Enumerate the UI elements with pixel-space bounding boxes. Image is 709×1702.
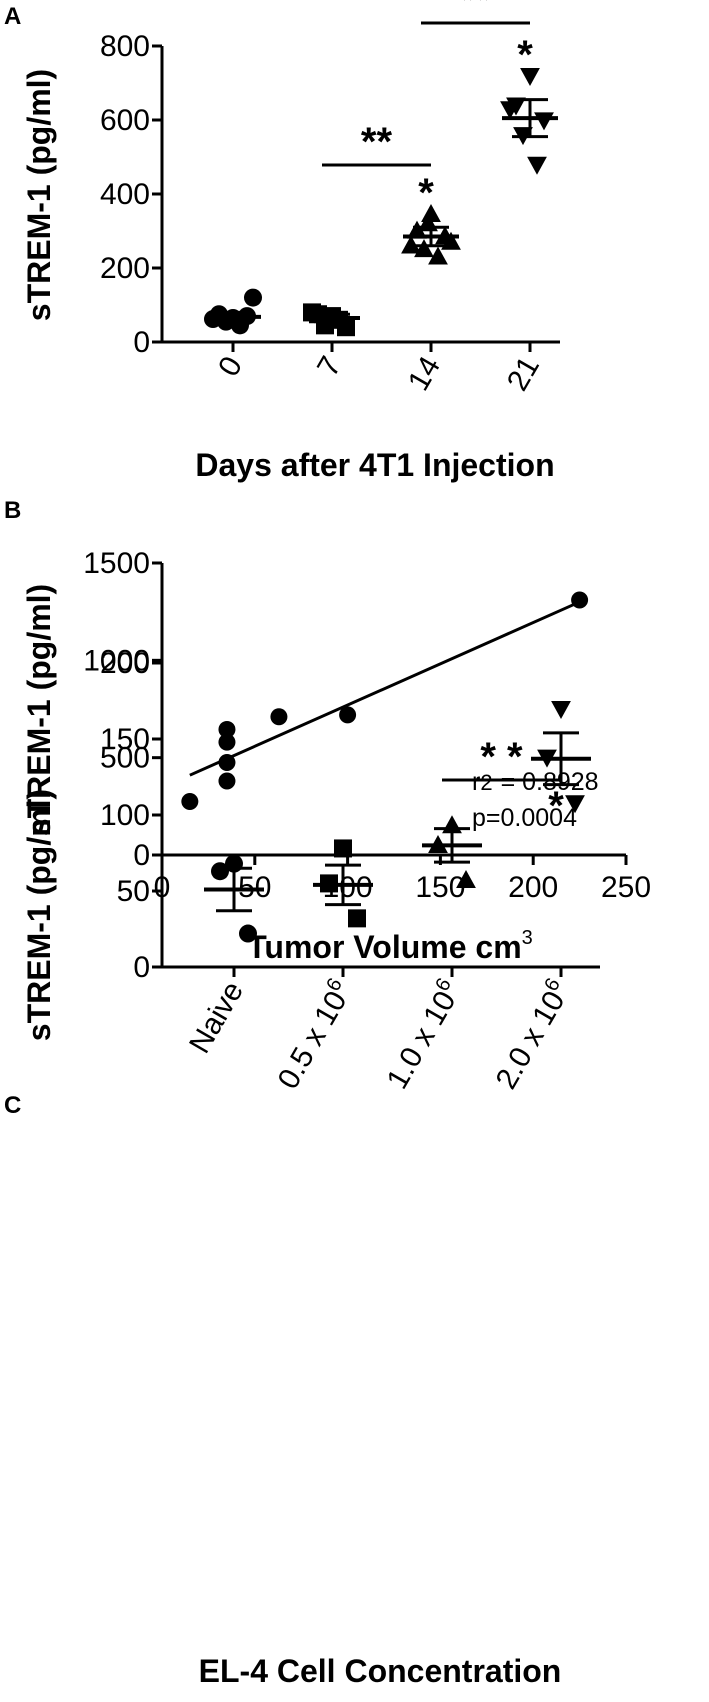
data-point [527, 156, 547, 175]
panel-letter: C [4, 1092, 21, 1119]
x-tick-superscript: 6 [431, 975, 456, 996]
star-label: * [418, 171, 434, 215]
y-tick-label: 0 [133, 951, 150, 984]
x-tick-superscript: 6 [322, 975, 347, 996]
star-label: * [517, 33, 533, 77]
x-tick-label: 2.0 x 106 [487, 975, 577, 1095]
x-tick-label: 200 [508, 871, 558, 904]
data-point [551, 700, 571, 719]
x-axis-title: EL-4 Cell Concentration [199, 1653, 562, 1689]
data-point [534, 112, 554, 131]
data-point [428, 246, 448, 265]
data-point [239, 924, 257, 943]
y-tick-label: 100 [100, 799, 150, 832]
y-tick-label: 800 [100, 30, 150, 63]
y-tick-label: 1500 [83, 547, 150, 580]
significance-label: * * [480, 735, 523, 779]
data-point [348, 909, 366, 928]
data-point [401, 235, 421, 254]
regression-line [189, 600, 581, 777]
x-tick-label: 14 [402, 351, 447, 396]
x-tick-label: 0 [212, 351, 249, 382]
data-point [244, 288, 262, 307]
x-tick-label: 1.0 x 106 [378, 975, 468, 1095]
y-tick-label: 200 [100, 647, 150, 680]
significance-label: ** [460, 0, 492, 22]
data-point [218, 733, 236, 751]
y-tick-label: 0 [133, 326, 150, 359]
x-axis-title: Tumor Volume cm3 [247, 927, 533, 965]
data-point [270, 708, 288, 726]
data-point [456, 870, 476, 889]
x-tick-label: 7 [311, 351, 348, 382]
data-point [407, 220, 427, 239]
data-point [500, 101, 520, 120]
data-point [218, 754, 236, 772]
y-axis-title: sTREM-1 (pg/ml) [21, 789, 57, 1041]
y-tick-label: 500 [100, 742, 150, 775]
x-tick-label: Naive [183, 976, 250, 1059]
data-point [334, 839, 352, 858]
y-tick-label: 400 [100, 178, 150, 211]
x-axis-title-superscript: 3 [522, 927, 533, 949]
y-tick-label: 1000 [83, 644, 150, 677]
x-axis-title: Days after 4T1 Injection [195, 447, 554, 483]
y-axis-title: sTREM-1 (pg/ml) [21, 584, 57, 836]
panel-letter: A [4, 3, 21, 30]
x-tick-label: 0.5 x 106 [269, 975, 359, 1095]
significance-label: ** [361, 120, 393, 164]
y-tick-label: 200 [100, 252, 150, 285]
x-tick-label: 250 [601, 871, 651, 904]
panel-letter: B [4, 497, 21, 524]
data-point [339, 706, 357, 724]
data-point [571, 591, 589, 609]
y-tick-label: 600 [100, 104, 150, 137]
p-value-label: p=0.0004 [472, 804, 577, 832]
data-point [218, 772, 236, 790]
r-squared-value: = 0.8928 [501, 768, 599, 796]
y-tick-label: 0 [133, 839, 150, 872]
y-axis-title: sTREM-1 (pg/ml) [21, 69, 57, 321]
r-squared-subscript: 2 [480, 770, 492, 795]
data-point [181, 792, 199, 810]
x-tick-superscript: 6 [540, 975, 565, 996]
x-tick-label: 21 [501, 351, 546, 396]
data-point [218, 720, 236, 738]
star-label: * [548, 784, 564, 828]
y-tick-label: 150 [100, 723, 150, 756]
data-point [211, 862, 229, 881]
data-point [204, 310, 222, 329]
data-point [520, 67, 540, 86]
y-tick-label: 50 [117, 875, 150, 908]
data-point [565, 795, 585, 814]
